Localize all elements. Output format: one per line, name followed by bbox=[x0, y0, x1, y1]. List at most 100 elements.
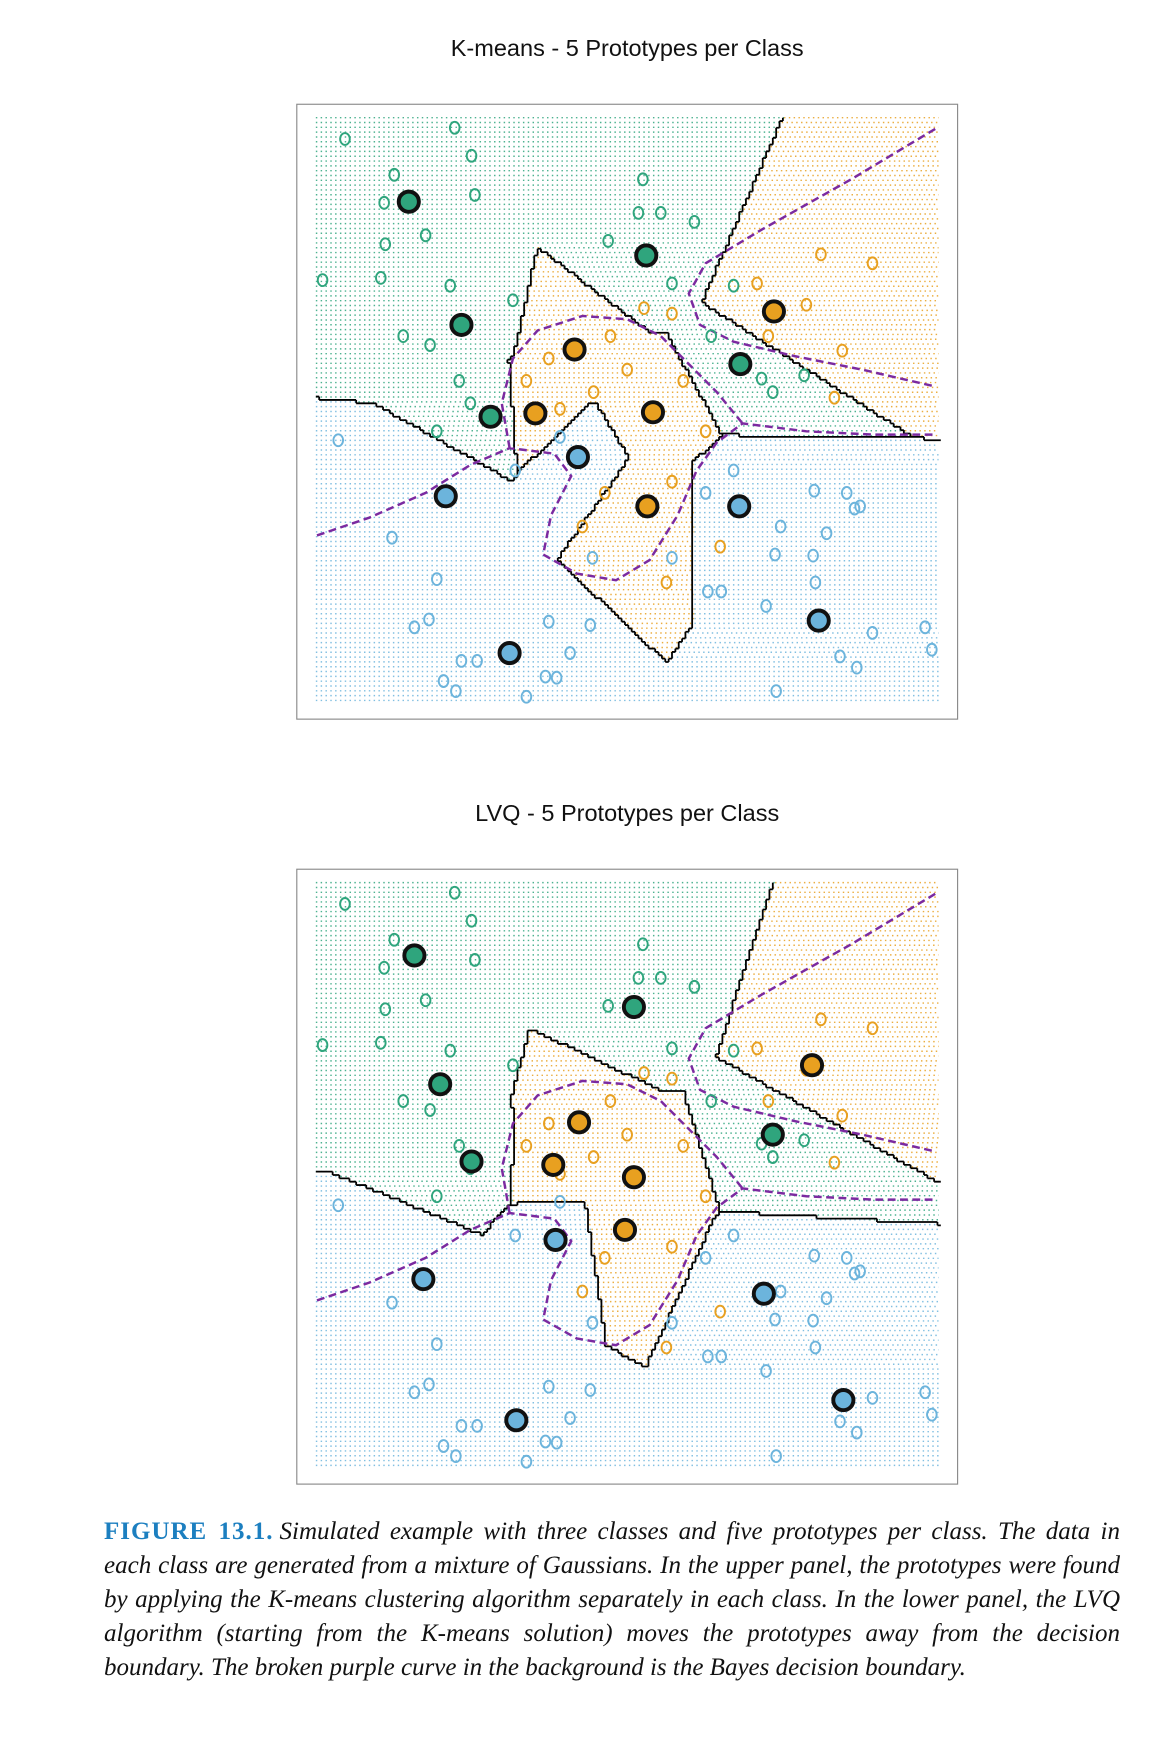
data-point bbox=[828, 390, 841, 405]
prototype bbox=[449, 312, 474, 337]
caption-label: FIGURE 13.1. bbox=[104, 1518, 274, 1545]
data-point bbox=[705, 1094, 717, 1108]
data-point bbox=[851, 660, 863, 675]
data-point bbox=[388, 932, 401, 947]
data-point bbox=[760, 599, 772, 613]
data-point bbox=[444, 1043, 457, 1058]
data-point bbox=[397, 329, 409, 343]
prototype bbox=[543, 1227, 568, 1252]
data-point bbox=[807, 548, 819, 563]
data-point bbox=[666, 474, 678, 489]
prototype bbox=[478, 404, 503, 429]
data-point bbox=[453, 1138, 465, 1153]
prototype bbox=[402, 943, 427, 968]
data-point bbox=[543, 351, 555, 366]
data-point bbox=[586, 550, 599, 565]
data-point bbox=[666, 1041, 678, 1056]
data-point bbox=[677, 374, 689, 388]
data-point bbox=[431, 572, 443, 587]
data-point bbox=[774, 519, 787, 534]
data-point bbox=[621, 1127, 633, 1142]
data-point bbox=[666, 1239, 678, 1254]
data-point bbox=[316, 273, 329, 287]
caption-text: Simulated example with three classes and… bbox=[104, 1518, 1120, 1681]
data-point bbox=[714, 1304, 726, 1319]
data-point bbox=[386, 1295, 398, 1310]
data-point bbox=[375, 1035, 387, 1050]
data-point bbox=[408, 620, 421, 635]
data-point bbox=[834, 649, 846, 664]
prototype bbox=[562, 337, 587, 362]
data-point bbox=[378, 195, 390, 210]
data-point bbox=[448, 120, 461, 135]
prototype bbox=[565, 445, 590, 470]
chart-title: LVQ - 5 Prototypes per Class bbox=[475, 800, 779, 826]
data-point bbox=[798, 1133, 810, 1148]
data-point bbox=[666, 550, 678, 565]
data-point bbox=[423, 612, 435, 627]
data-point bbox=[507, 293, 519, 308]
data-point bbox=[655, 206, 667, 220]
data-point bbox=[604, 329, 617, 343]
data-point bbox=[727, 463, 740, 478]
data-point bbox=[543, 1379, 555, 1394]
caption: FIGURE 13.1. Simulated example with three… bbox=[104, 1515, 1120, 1685]
data-point bbox=[751, 1041, 763, 1056]
prototype bbox=[760, 1122, 785, 1147]
prototype bbox=[640, 400, 665, 425]
data-point bbox=[815, 247, 827, 262]
data-point bbox=[815, 1012, 827, 1027]
prototype bbox=[541, 1152, 566, 1177]
prototype bbox=[523, 401, 548, 426]
data-point bbox=[507, 1058, 519, 1073]
data-point bbox=[848, 501, 861, 516]
prototype bbox=[751, 1281, 776, 1306]
data-point bbox=[677, 1138, 689, 1153]
prototype bbox=[621, 1165, 646, 1190]
data-point bbox=[807, 1313, 819, 1328]
data-point bbox=[800, 297, 813, 312]
data-point bbox=[408, 1385, 421, 1400]
prototype bbox=[728, 352, 753, 377]
data-point bbox=[666, 1315, 678, 1330]
data-point bbox=[699, 486, 712, 500]
data-point bbox=[767, 1150, 779, 1164]
data-point bbox=[339, 897, 351, 911]
data-point bbox=[638, 301, 650, 315]
data-point bbox=[450, 1449, 462, 1463]
data-point bbox=[760, 1364, 772, 1378]
data-point bbox=[660, 1340, 673, 1355]
data-point bbox=[866, 256, 879, 271]
data-point bbox=[840, 1250, 853, 1265]
data-point bbox=[464, 396, 477, 411]
data-point bbox=[751, 276, 763, 291]
data-point bbox=[715, 584, 728, 599]
prototype bbox=[396, 189, 421, 214]
data-point bbox=[866, 1390, 879, 1405]
data-point bbox=[637, 937, 649, 952]
prototype bbox=[428, 1072, 453, 1097]
data-point bbox=[539, 1434, 552, 1449]
data-point bbox=[767, 385, 779, 399]
data-point bbox=[509, 1228, 521, 1243]
data-point bbox=[702, 584, 714, 599]
data-point bbox=[386, 530, 398, 545]
data-point bbox=[550, 1435, 563, 1450]
data-point bbox=[621, 362, 633, 377]
data-point bbox=[388, 167, 401, 182]
data-point bbox=[820, 1291, 833, 1306]
data-point bbox=[840, 486, 853, 500]
data-point bbox=[448, 885, 461, 900]
prototype bbox=[567, 1110, 592, 1135]
plot-frame bbox=[296, 868, 959, 1485]
data-point bbox=[437, 1439, 450, 1453]
data-point bbox=[424, 1103, 436, 1117]
data-point bbox=[539, 669, 552, 684]
data-point bbox=[469, 953, 481, 967]
prototype bbox=[497, 641, 522, 666]
data-point bbox=[450, 684, 462, 699]
data-point bbox=[453, 374, 465, 388]
data-point bbox=[854, 1264, 866, 1279]
prototype bbox=[504, 1408, 529, 1433]
data-point bbox=[688, 979, 701, 994]
